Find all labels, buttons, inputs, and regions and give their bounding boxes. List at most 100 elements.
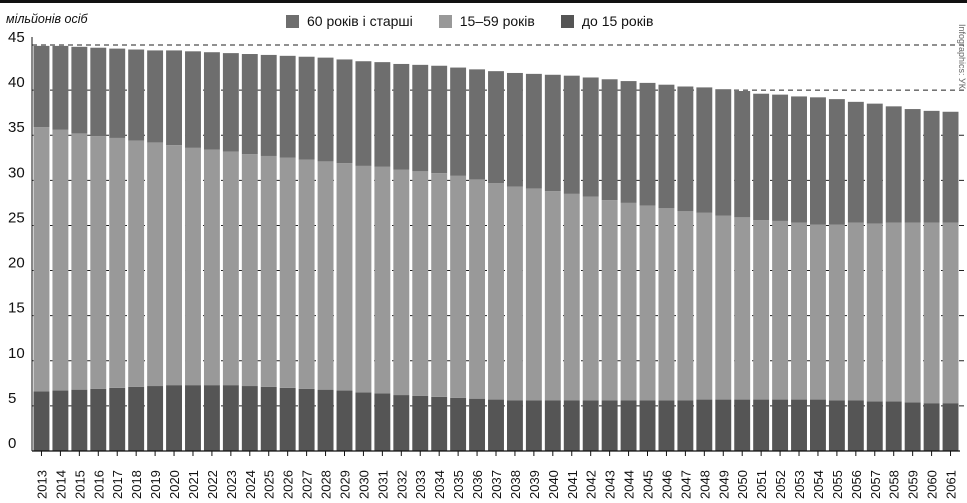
bar-2020-series-1 <box>166 145 182 386</box>
bar-2048-series-2 <box>696 87 713 213</box>
bar-2026-series-1 <box>279 157 296 388</box>
bar-2013-series-1 <box>33 127 50 392</box>
bar-2045-series-0 <box>639 400 656 451</box>
bar-2060-series-2 <box>923 110 940 223</box>
bar-2022-series-1 <box>203 149 220 386</box>
bar-2021-series-0 <box>185 385 201 451</box>
bar-2024-series-2 <box>241 54 258 155</box>
bar-2049-series-2 <box>715 89 732 216</box>
x-tick-label-2033: 2033 <box>413 470 428 499</box>
bar-2014-series-0 <box>52 390 69 451</box>
bar-2017-series-2 <box>109 48 126 138</box>
bar-2056-series-2 <box>847 101 864 223</box>
bar-2054-series-2 <box>810 97 826 225</box>
bar-2021-series-1 <box>185 147 201 386</box>
bar-2031-series-0 <box>374 393 391 451</box>
legend-swatch-60-plus <box>286 14 299 28</box>
bar-2052-series-1 <box>772 220 789 400</box>
x-tick-label-2032: 2032 <box>394 470 409 499</box>
bar-2032-series-1 <box>393 169 410 396</box>
bar-2041-series-1 <box>563 193 580 401</box>
bar-2033-series-0 <box>412 395 429 451</box>
bar-2060-series-1 <box>923 222 940 404</box>
legend-swatch-under-15 <box>560 14 574 28</box>
bar-2036-series-2 <box>469 69 486 180</box>
bar-2059-series-0 <box>904 402 921 451</box>
bar-2013-series-2 <box>33 45 50 128</box>
bar-2019-series-1 <box>147 142 164 387</box>
bar-2032-series-2 <box>393 63 410 170</box>
bar-2016-series-0 <box>90 388 107 451</box>
bar-2027-series-0 <box>298 388 315 451</box>
legend-item-15-59: 15–59 років <box>438 13 535 29</box>
bar-2044-series-1 <box>620 202 637 401</box>
bar-2019-series-0 <box>147 386 164 451</box>
bar-2023-series-2 <box>222 53 239 152</box>
legend-swatch-15-59 <box>438 14 452 28</box>
x-tick-label-2025: 2025 <box>262 470 277 499</box>
bar-2039-series-2 <box>525 73 542 189</box>
x-tick-label-2039: 2039 <box>527 470 542 499</box>
x-tick-label-2019: 2019 <box>148 470 163 499</box>
x-tick-label-2013: 2013 <box>34 470 49 499</box>
bar-2033-series-1 <box>412 171 429 396</box>
bar-2050-series-1 <box>734 217 751 400</box>
x-tick-label-2028: 2028 <box>319 470 334 499</box>
bar-2038-series-0 <box>506 400 523 451</box>
bar-2041-series-2 <box>563 75 580 194</box>
bar-2036-series-1 <box>469 179 486 399</box>
bar-2046-series-1 <box>658 208 675 401</box>
bar-2061-series-2 <box>942 111 959 223</box>
bar-2034-series-1 <box>431 173 448 397</box>
y-tick-label-0: 0 <box>8 435 16 452</box>
x-tick-label-2034: 2034 <box>432 470 447 499</box>
bar-2047-series-2 <box>677 86 694 212</box>
top-rule <box>0 0 967 3</box>
bar-2040-series-0 <box>544 400 561 451</box>
bar-2048-series-0 <box>696 399 713 451</box>
bar-2052-series-2 <box>772 94 789 221</box>
x-tick-label-2048: 2048 <box>697 470 712 499</box>
bar-2034-series-2 <box>431 65 448 174</box>
bar-2044-series-2 <box>620 81 637 203</box>
bar-2034-series-0 <box>431 396 448 451</box>
bar-2049-series-1 <box>715 215 732 400</box>
bar-2050-series-2 <box>734 91 751 218</box>
bar-2042-series-0 <box>582 400 599 451</box>
bar-2051-series-0 <box>753 399 770 451</box>
x-tick-label-2026: 2026 <box>281 470 296 499</box>
bar-2028-series-1 <box>317 161 334 390</box>
bar-2028-series-2 <box>317 57 334 162</box>
bar-2049-series-0 <box>715 399 732 451</box>
bar-2023-series-0 <box>222 385 239 451</box>
bar-2042-series-2 <box>582 77 599 197</box>
bar-2048-series-1 <box>696 212 713 400</box>
x-tick-label-2044: 2044 <box>622 470 637 499</box>
x-tick-label-2029: 2029 <box>337 470 352 499</box>
bar-2028-series-0 <box>317 389 334 451</box>
bar-2047-series-1 <box>677 211 694 401</box>
bar-2029-series-1 <box>336 163 353 391</box>
bar-2019-series-2 <box>147 50 164 143</box>
credit-text: Infographics: УК <box>957 24 967 89</box>
bar-2046-series-0 <box>658 400 675 451</box>
x-tick-label-2053: 2053 <box>792 470 807 499</box>
bar-2018-series-0 <box>128 386 145 451</box>
x-tick-label-2030: 2030 <box>356 470 371 499</box>
x-tick-label-2027: 2027 <box>300 470 315 499</box>
bar-2035-series-1 <box>450 175 467 398</box>
x-tick-label-2035: 2035 <box>451 470 466 499</box>
bar-2025-series-0 <box>260 386 277 451</box>
bar-2055-series-1 <box>828 224 845 401</box>
bar-2039-series-1 <box>525 188 542 401</box>
bar-2031-series-2 <box>374 62 391 167</box>
bar-2060-series-0 <box>923 403 940 451</box>
x-tick-label-2054: 2054 <box>811 470 826 499</box>
legend-label-under-15: до 15 років <box>581 13 654 29</box>
bar-2044-series-0 <box>620 400 637 451</box>
bar-2018-series-1 <box>128 140 145 387</box>
bar-2026-series-0 <box>279 387 296 451</box>
bar-2045-series-1 <box>639 205 656 401</box>
bar-2058-series-2 <box>885 106 902 223</box>
